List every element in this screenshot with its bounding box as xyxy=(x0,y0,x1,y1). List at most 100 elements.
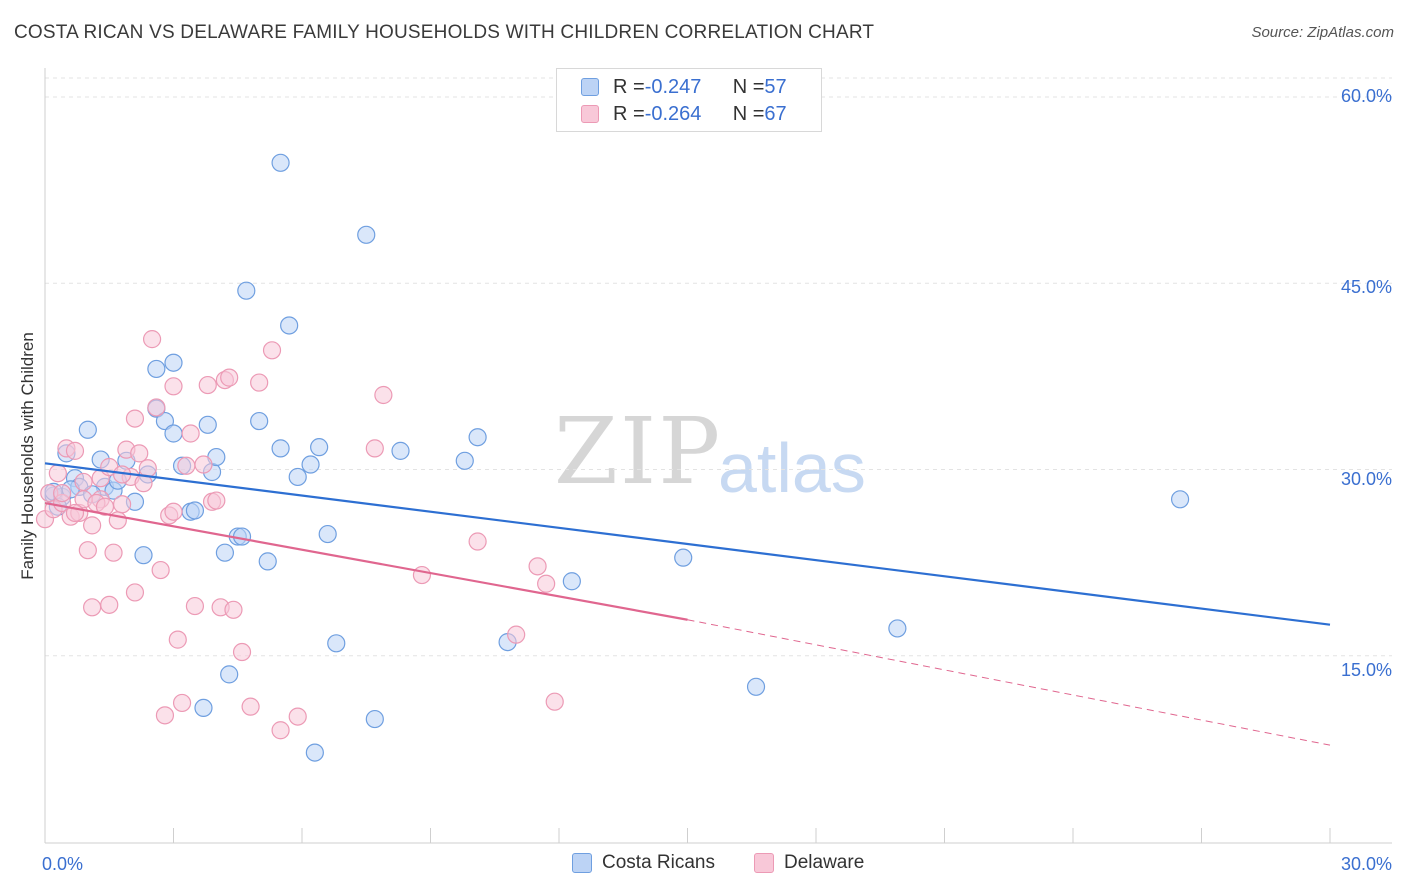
watermark-zip: ZIP xyxy=(554,398,723,505)
legend-n-value: 67 xyxy=(764,102,787,125)
point-costa-ricans xyxy=(220,665,239,684)
y-tick-label-30: 30.0% xyxy=(1340,469,1392,489)
point-delaware xyxy=(177,456,196,475)
legend-r-value: -0.247 xyxy=(644,75,702,98)
point-delaware xyxy=(207,491,226,510)
point-delaware xyxy=(138,459,157,478)
point-delaware xyxy=(83,598,102,617)
source-label: Source: ZipAtlas.com xyxy=(1251,24,1394,41)
watermark-atlas: atlas xyxy=(718,429,866,507)
point-delaware xyxy=(241,697,260,716)
point-delaware xyxy=(142,330,162,349)
point-costa-ricans xyxy=(888,619,907,638)
point-delaware xyxy=(224,600,243,619)
legend-row-delaware: R = -0.264 N = 67 xyxy=(581,102,787,126)
point-delaware xyxy=(220,368,239,387)
point-delaware xyxy=(545,692,564,711)
point-costa-ricans xyxy=(318,524,337,544)
point-delaware xyxy=(100,595,119,614)
point-delaware xyxy=(151,560,170,580)
point-delaware xyxy=(374,385,393,405)
point-costa-ricans xyxy=(357,225,376,244)
legend-r-label: R = xyxy=(613,75,645,98)
legend-label-delaware: Delaware xyxy=(784,852,865,873)
x-tick-label-min: 0.0% xyxy=(42,854,84,874)
point-costa-ricans xyxy=(468,428,487,447)
legend-r-value: -0.264 xyxy=(644,102,702,125)
point-costa-ricans xyxy=(155,411,175,431)
point-delaware xyxy=(83,516,102,535)
point-costa-ricans xyxy=(134,546,153,565)
series-legend: Costa Ricans Delaware xyxy=(0,852,1406,876)
legend-swatch-delaware xyxy=(581,105,599,123)
point-delaware xyxy=(48,464,67,483)
legend-row-costa-ricans: R = -0.247 N = 57 xyxy=(581,75,787,99)
point-costa-ricans xyxy=(185,501,205,520)
point-delaware xyxy=(262,341,282,360)
point-delaware xyxy=(147,398,166,417)
point-costa-ricans xyxy=(215,543,234,562)
point-costa-ricans xyxy=(562,572,581,591)
point-delaware xyxy=(232,642,252,662)
point-delaware xyxy=(288,707,307,726)
point-delaware xyxy=(130,444,149,463)
point-delaware xyxy=(155,706,175,725)
point-costa-ricans xyxy=(237,281,256,300)
legend-label-costa-ricans: Costa Ricans xyxy=(602,852,715,873)
correlation-legend: R = -0.247 N = 57 R = -0.264 N = 67 xyxy=(556,68,822,132)
legend-n-label: N = xyxy=(732,102,765,125)
point-delaware xyxy=(537,574,556,593)
point-delaware xyxy=(412,565,432,585)
point-delaware xyxy=(194,455,213,474)
legend-swatch-costa-ricans xyxy=(572,853,592,873)
point-delaware xyxy=(53,483,72,503)
point-costa-ricans xyxy=(271,153,290,172)
point-costa-ricans xyxy=(194,698,213,718)
point-costa-ricans xyxy=(232,527,252,546)
legend-swatch-delaware xyxy=(754,853,774,873)
point-delaware xyxy=(164,377,183,396)
point-delaware xyxy=(104,543,123,562)
point-costa-ricans xyxy=(78,420,97,439)
point-delaware xyxy=(95,497,115,516)
point-costa-ricans xyxy=(391,441,410,460)
point-costa-ricans xyxy=(746,677,766,696)
point-costa-ricans xyxy=(365,709,384,729)
point-costa-ricans xyxy=(310,438,329,457)
chart-title: COSTA RICAN VS DELAWARE FAMILY HOUSEHOLD… xyxy=(14,22,875,43)
point-costa-ricans xyxy=(280,316,299,335)
trend-line-delaware xyxy=(687,619,1331,746)
point-costa-ricans xyxy=(288,467,307,487)
point-delaware xyxy=(528,557,547,576)
point-costa-ricans xyxy=(198,415,217,434)
point-delaware xyxy=(65,441,85,460)
point-delaware xyxy=(78,541,97,560)
point-delaware xyxy=(468,532,487,551)
legend-item-delaware: Delaware xyxy=(754,852,864,874)
point-delaware xyxy=(168,630,187,649)
point-delaware xyxy=(181,424,200,443)
y-tick-label-45: 45.0% xyxy=(1340,277,1392,297)
trend-line-delaware xyxy=(44,501,688,621)
point-costa-ricans xyxy=(674,548,693,567)
point-costa-ricans xyxy=(271,439,290,458)
point-delaware xyxy=(125,409,145,428)
point-costa-ricans xyxy=(1170,490,1190,509)
x-tick-label-max: 30.0% xyxy=(1340,854,1392,874)
point-costa-ricans xyxy=(327,634,346,653)
y-tick-label-15: 15.0% xyxy=(1340,660,1392,680)
point-delaware xyxy=(271,721,290,740)
point-delaware xyxy=(125,583,145,602)
point-delaware xyxy=(198,375,217,395)
point-delaware xyxy=(112,495,132,514)
legend-item-costa-ricans: Costa Ricans xyxy=(572,852,715,874)
point-costa-ricans xyxy=(164,353,183,372)
legend-n-value: 57 xyxy=(764,75,787,98)
point-costa-ricans xyxy=(301,455,320,474)
point-delaware xyxy=(164,502,183,521)
point-costa-ricans xyxy=(455,451,474,470)
point-costa-ricans xyxy=(147,359,166,379)
trend-line-costa-ricans xyxy=(44,462,1331,626)
legend-swatch-costa-ricans xyxy=(581,78,599,96)
